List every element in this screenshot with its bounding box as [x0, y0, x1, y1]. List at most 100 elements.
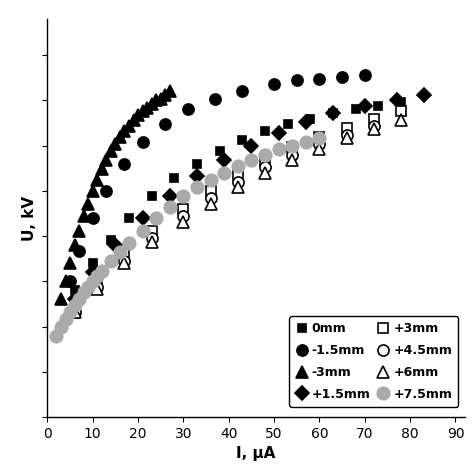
+7.5mm	[208, 177, 213, 183]
+7.5mm	[85, 284, 91, 290]
+1.5mm	[72, 297, 77, 302]
-3mm	[112, 141, 118, 146]
-3mm	[85, 201, 91, 206]
-1.5mm	[239, 89, 245, 94]
+1.5mm	[221, 157, 227, 163]
X-axis label: I, μA: I, μA	[236, 447, 276, 461]
+7.5mm	[94, 273, 100, 279]
+7.5mm	[99, 268, 105, 273]
+7.5mm	[167, 204, 173, 210]
Line: -3mm: -3mm	[55, 85, 176, 306]
+6mm	[149, 239, 155, 245]
-1.5mm	[76, 248, 82, 254]
0mm	[126, 215, 132, 221]
-3mm	[103, 157, 109, 163]
Line: +6mm: +6mm	[68, 114, 407, 319]
+7.5mm	[221, 170, 227, 176]
-3mm	[63, 279, 68, 284]
-3mm	[117, 134, 123, 139]
Line: +7.5mm: +7.5mm	[50, 132, 326, 342]
+6mm	[181, 219, 186, 225]
-3mm	[140, 109, 146, 114]
+1.5mm	[303, 119, 309, 125]
-1.5mm	[294, 78, 300, 83]
-3mm	[99, 166, 105, 172]
-3mm	[158, 96, 164, 101]
-1.5mm	[122, 161, 128, 166]
-3mm	[58, 297, 64, 302]
0mm	[398, 100, 404, 105]
+7.5mm	[72, 302, 77, 308]
-1.5mm	[163, 121, 168, 127]
-1.5mm	[362, 72, 368, 78]
-3mm	[72, 242, 77, 248]
+6mm	[344, 136, 349, 141]
+3mm	[72, 306, 77, 311]
+6mm	[398, 118, 404, 123]
+7.5mm	[194, 184, 200, 190]
+7.5mm	[63, 317, 68, 322]
-1.5mm	[185, 107, 191, 112]
Legend: 0mm, -1.5mm, -3mm, +1.5mm, +3mm, +4.5mm, +6mm, +7.5mm: 0mm, -1.5mm, -3mm, +1.5mm, +3mm, +4.5mm,…	[289, 316, 458, 407]
-1.5mm	[212, 96, 218, 101]
+7.5mm	[90, 279, 96, 284]
+3mm	[181, 206, 186, 212]
+4.5mm	[344, 132, 349, 137]
+7.5mm	[276, 146, 282, 152]
+7.5mm	[303, 139, 309, 145]
+7.5mm	[67, 310, 73, 315]
0mm	[217, 148, 222, 154]
0mm	[375, 103, 381, 109]
+6mm	[122, 260, 128, 266]
+1.5mm	[140, 215, 146, 221]
0mm	[353, 107, 358, 112]
+3mm	[122, 251, 128, 257]
+4.5mm	[317, 141, 322, 146]
+4.5mm	[290, 152, 295, 157]
-3mm	[144, 105, 150, 110]
+4.5mm	[371, 123, 377, 128]
Line: 0mm: 0mm	[71, 98, 405, 295]
+7.5mm	[126, 240, 132, 246]
-3mm	[167, 89, 173, 94]
+4.5mm	[122, 259, 128, 264]
+1.5mm	[394, 98, 400, 103]
Line: -1.5mm: -1.5mm	[64, 70, 370, 287]
0mm	[72, 288, 77, 293]
0mm	[149, 193, 155, 199]
+1.5mm	[276, 130, 282, 136]
-3mm	[126, 123, 132, 128]
Line: +3mm: +3mm	[70, 106, 406, 313]
-3mm	[154, 98, 159, 103]
-3mm	[90, 188, 96, 194]
+6mm	[208, 201, 213, 206]
0mm	[330, 110, 336, 116]
+3mm	[149, 228, 155, 234]
-1.5mm	[90, 215, 96, 221]
-3mm	[122, 128, 128, 134]
+4.5mm	[208, 195, 213, 201]
-3mm	[131, 118, 137, 123]
-3mm	[149, 101, 155, 107]
+6mm	[317, 146, 322, 152]
+3mm	[235, 172, 241, 177]
-3mm	[76, 228, 82, 234]
+1.5mm	[194, 173, 200, 179]
0mm	[262, 128, 268, 134]
+1.5mm	[90, 270, 96, 275]
+7.5mm	[58, 324, 64, 329]
+1.5mm	[167, 193, 173, 199]
-3mm	[81, 213, 87, 219]
-3mm	[94, 177, 100, 183]
Y-axis label: U, kV: U, kV	[22, 195, 37, 241]
-3mm	[67, 260, 73, 266]
+3mm	[371, 116, 377, 121]
+4.5mm	[181, 213, 186, 219]
+7.5mm	[290, 143, 295, 148]
-1.5mm	[339, 74, 345, 80]
+7.5mm	[317, 136, 322, 141]
-1.5mm	[140, 139, 146, 145]
Line: +4.5mm: +4.5mm	[69, 120, 379, 318]
+4.5mm	[235, 179, 241, 185]
0mm	[90, 260, 96, 266]
